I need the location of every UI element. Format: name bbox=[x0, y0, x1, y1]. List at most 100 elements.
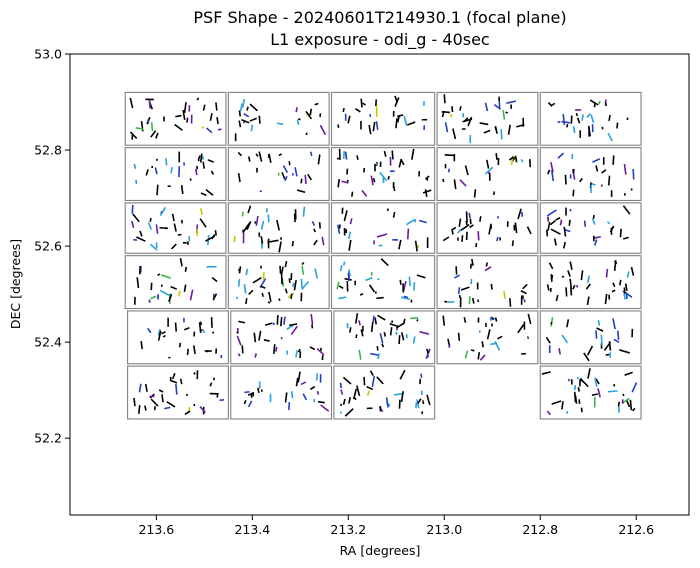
psf-whisker bbox=[497, 335, 503, 340]
psf-whisker bbox=[353, 397, 357, 401]
psf-whisker bbox=[207, 159, 214, 163]
psf-whisker bbox=[189, 289, 194, 301]
psf-whisker bbox=[199, 406, 206, 414]
y-axis-ticks: 52.2 52.4 52.6 52.8 53.0 bbox=[34, 47, 70, 446]
psf-whisker bbox=[238, 110, 242, 117]
psf-whisker bbox=[567, 378, 571, 382]
psf-whisker bbox=[242, 222, 251, 233]
chart-title-line2: L1 exposure - odi_g - 40sec bbox=[270, 30, 489, 50]
psf-whisker bbox=[403, 318, 406, 324]
psf-whisker bbox=[572, 189, 575, 197]
psf-whisker bbox=[526, 226, 532, 235]
psf-whisker bbox=[597, 388, 601, 398]
psf-whisker bbox=[378, 244, 383, 247]
psf-whisker bbox=[161, 394, 164, 403]
psf-whisker bbox=[182, 110, 186, 121]
psf-whisker bbox=[573, 384, 577, 391]
psf-whisker bbox=[507, 124, 511, 135]
x-tick-label: 213.0 bbox=[426, 522, 462, 537]
psf-whisker bbox=[619, 349, 630, 354]
psf-whisker bbox=[547, 101, 553, 107]
psf-whisker bbox=[551, 400, 562, 405]
psf-whisker bbox=[462, 118, 473, 123]
psf-whisker bbox=[129, 131, 138, 139]
psf-whisker bbox=[492, 191, 496, 196]
y-tick-label: 52.6 bbox=[34, 239, 62, 254]
psf-whisker bbox=[164, 406, 171, 410]
psf-whisker bbox=[309, 151, 313, 157]
psf-whisker bbox=[399, 369, 406, 380]
psf-whisker bbox=[477, 231, 480, 241]
psf-whisker bbox=[338, 296, 347, 300]
psf-whisker bbox=[314, 102, 319, 106]
psf-whisker bbox=[616, 122, 619, 129]
psf-whisker bbox=[451, 106, 454, 113]
psf-whisker bbox=[150, 295, 157, 300]
psf-whisker bbox=[607, 390, 618, 393]
psf-whisker bbox=[379, 171, 388, 182]
psf-whisker bbox=[254, 353, 257, 358]
x-axis-ticks: 213.6 213.4 213.2 213.0 212.8 212.6 bbox=[138, 515, 654, 537]
psf-whisker bbox=[481, 341, 485, 348]
psf-whisker bbox=[376, 233, 388, 238]
psf-whisker bbox=[399, 279, 402, 285]
psf-whisker bbox=[301, 280, 310, 291]
psf-whisker bbox=[521, 295, 525, 299]
psf-whiskers bbox=[129, 94, 638, 417]
psf-whisker bbox=[370, 175, 374, 186]
psf-whisker bbox=[612, 282, 616, 288]
psf-whisker bbox=[484, 102, 489, 112]
x-tick-label: 212.8 bbox=[522, 522, 558, 537]
psf-whisker bbox=[389, 327, 393, 336]
psf-whisker bbox=[464, 165, 469, 176]
psf-whisker bbox=[419, 330, 430, 335]
psf-whisker bbox=[339, 265, 343, 272]
psf-whisker bbox=[180, 184, 184, 195]
psf-whisker bbox=[268, 239, 279, 243]
ota-cell-outline bbox=[124, 202, 227, 254]
psf-whisker bbox=[296, 189, 306, 194]
psf-whisker bbox=[594, 235, 601, 239]
ota-cell-outline bbox=[330, 91, 436, 146]
psf-whisker bbox=[341, 180, 349, 184]
psf-whisker bbox=[358, 320, 361, 326]
psf-whisker bbox=[612, 318, 616, 330]
psf-whisker bbox=[612, 155, 615, 165]
psf-whisker bbox=[211, 277, 218, 283]
psf-whisker bbox=[631, 407, 636, 412]
psf-whisker bbox=[407, 121, 416, 126]
psf-whisker bbox=[284, 175, 288, 182]
ota-cell-outline bbox=[127, 365, 229, 420]
psf-whisker bbox=[583, 352, 590, 362]
psf-whisker bbox=[523, 299, 526, 303]
psf-whisker bbox=[175, 383, 178, 395]
psf-whisker bbox=[570, 115, 573, 124]
psf-whisker bbox=[178, 342, 182, 348]
y-tick-label: 52.4 bbox=[34, 335, 62, 350]
psf-whisker bbox=[444, 300, 448, 303]
psf-whisker bbox=[520, 158, 524, 163]
psf-whisker bbox=[550, 228, 561, 235]
psf-whisker bbox=[348, 397, 352, 404]
psf-whisker bbox=[574, 395, 578, 404]
psf-whisker bbox=[195, 168, 198, 176]
psf-whisker bbox=[148, 299, 151, 303]
psf-whisker bbox=[576, 117, 581, 124]
psf-whisker bbox=[297, 371, 301, 383]
psf-whisker bbox=[505, 111, 509, 114]
psf-whisker bbox=[376, 376, 384, 385]
psf-whisker bbox=[485, 159, 490, 169]
psf-whisker bbox=[348, 269, 351, 277]
psf-whisker bbox=[457, 287, 461, 294]
psf-whisker bbox=[295, 107, 298, 113]
psf-whisker bbox=[238, 120, 242, 128]
psf-whisker bbox=[494, 317, 498, 322]
psf-whisker bbox=[468, 296, 471, 305]
x-tick-label: 213.2 bbox=[330, 522, 366, 537]
psf-whisker bbox=[244, 390, 250, 394]
psf-whisker bbox=[506, 100, 517, 105]
psf-whisker bbox=[591, 218, 596, 225]
psf-whisker bbox=[561, 334, 569, 344]
psf-whisker bbox=[170, 243, 177, 250]
ota-cell-outline bbox=[127, 310, 229, 365]
